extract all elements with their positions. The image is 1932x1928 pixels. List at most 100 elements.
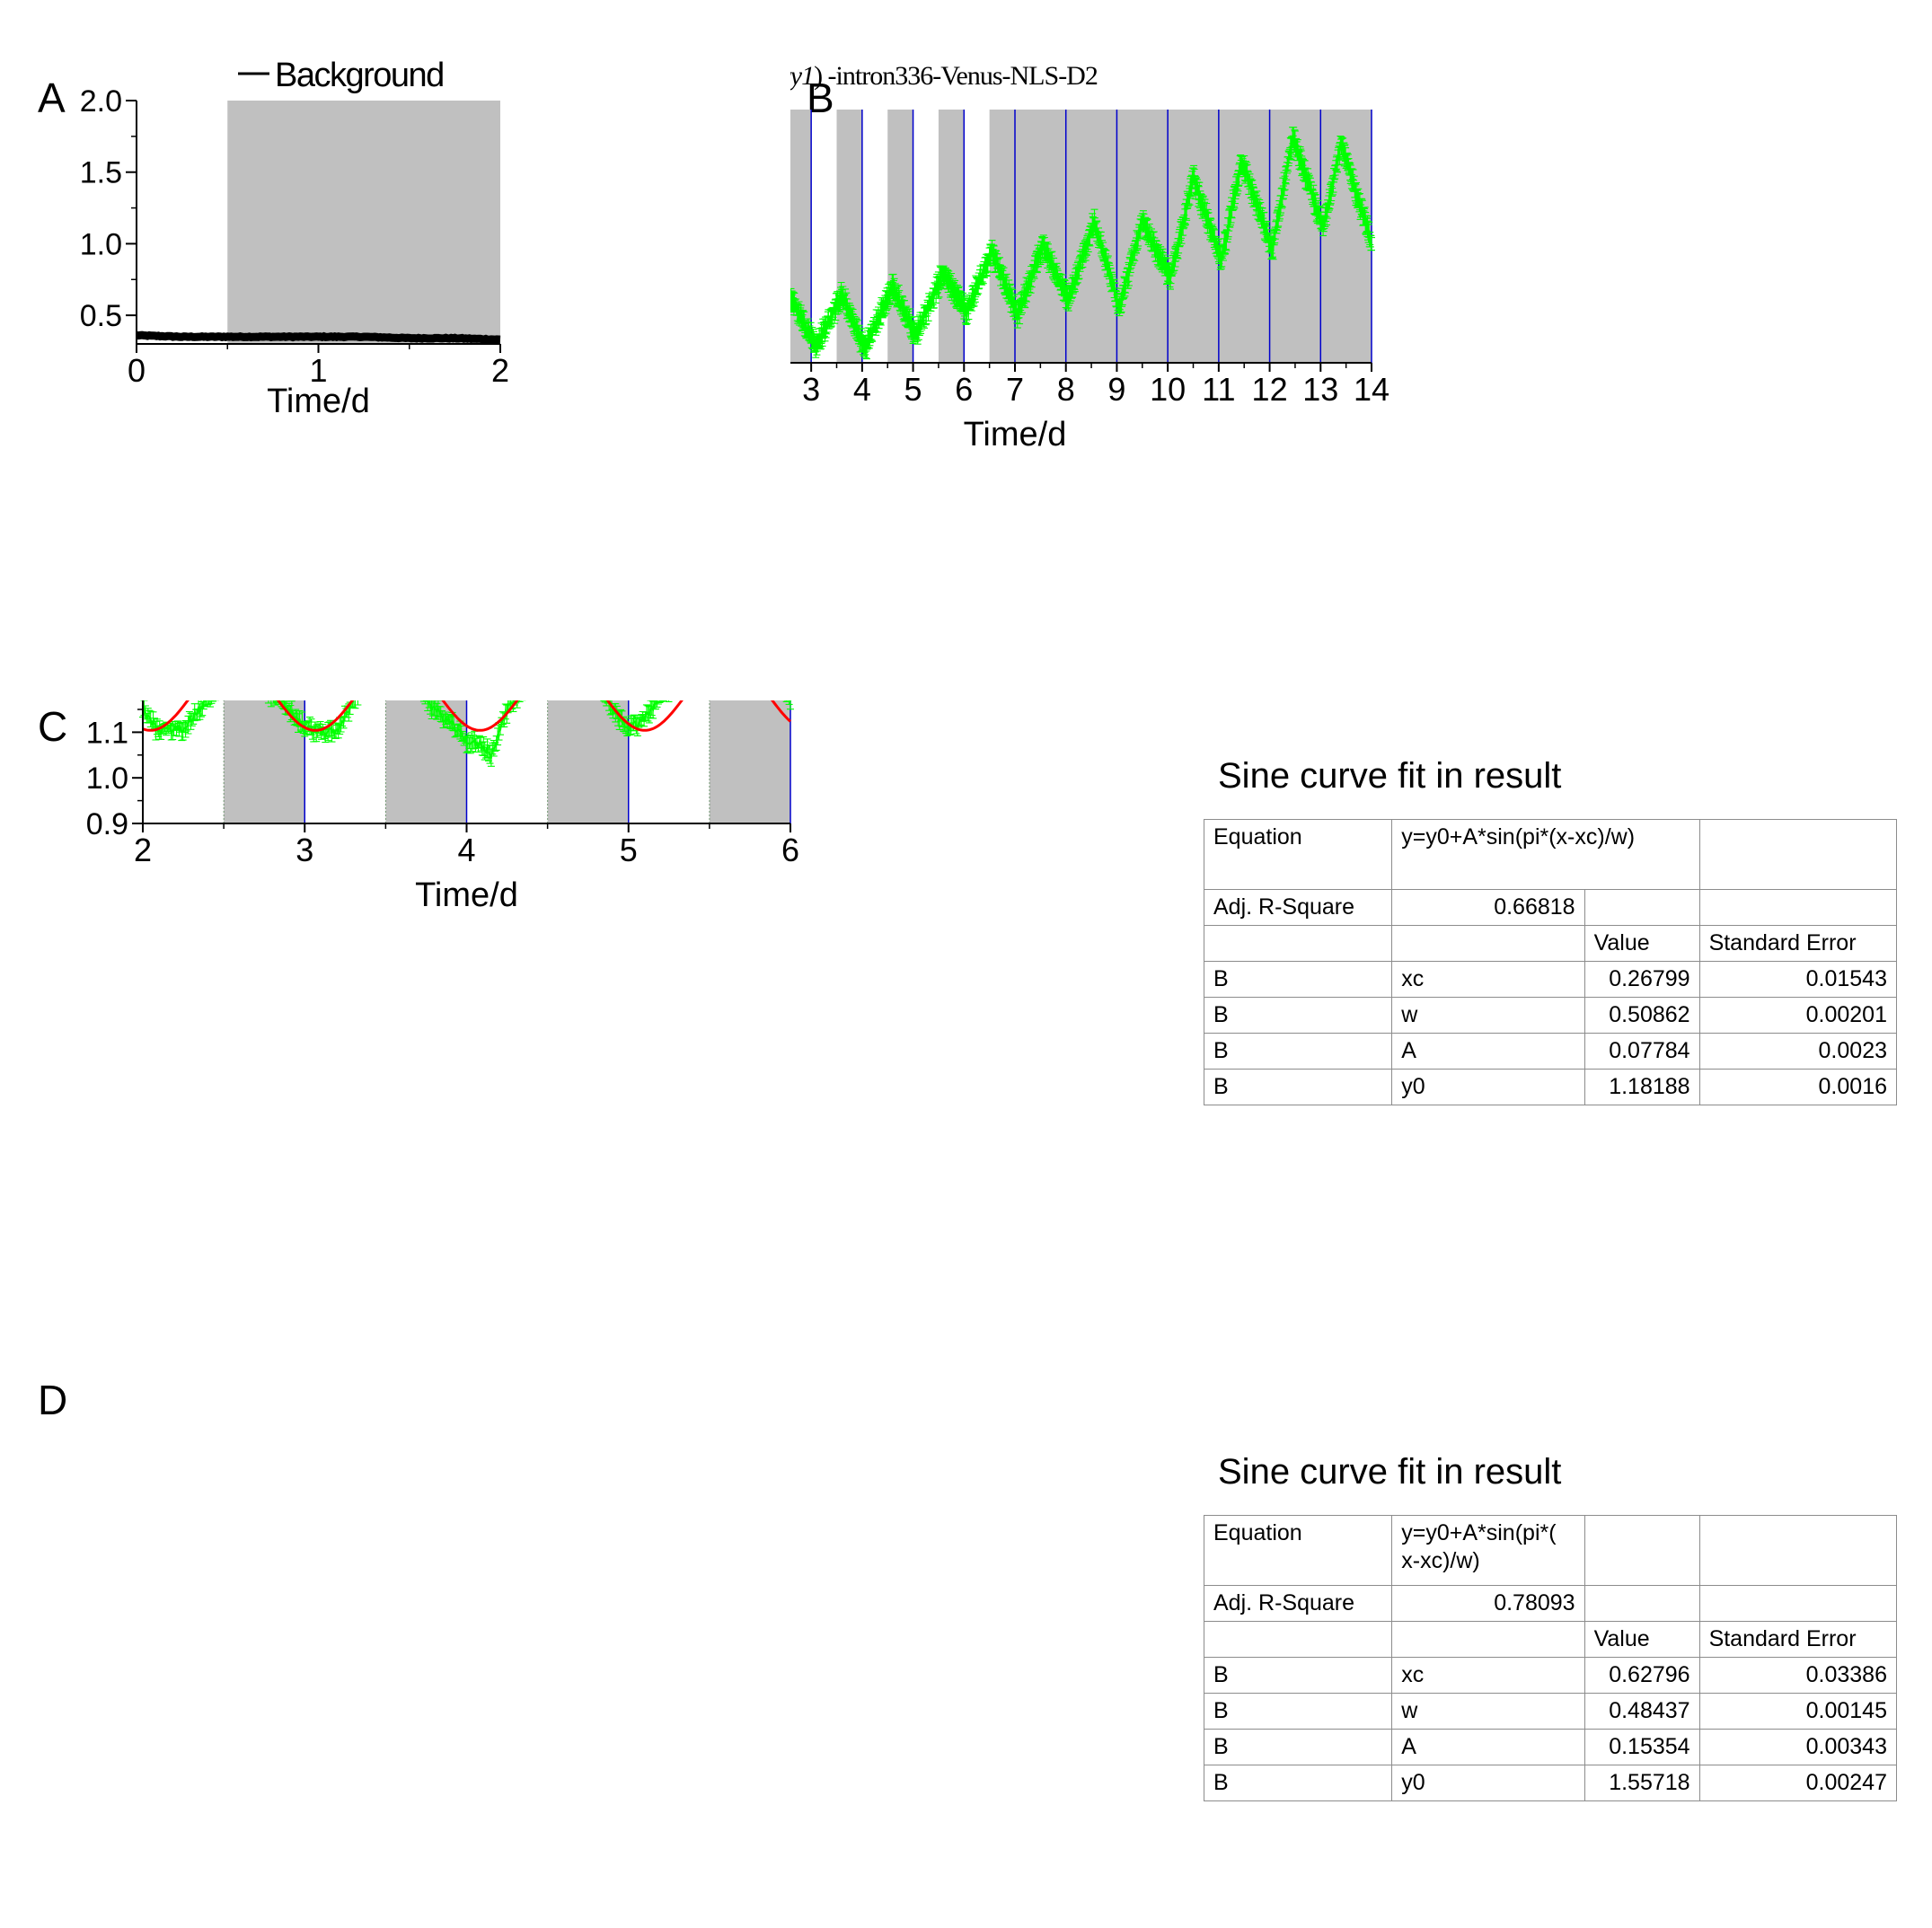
dark-period [227, 101, 500, 344]
sine-fit-curve [142, 700, 791, 732]
se-cell: 0.0016 [1698, 1069, 1898, 1105]
empty-cell [1698, 819, 1898, 890]
x-tick-label: 6 [781, 832, 799, 868]
adj-r-value: 0.78093 [1391, 1585, 1585, 1622]
table-row: B A 0.07784 0.0023 [1203, 1033, 1898, 1070]
legend-label: Background [275, 57, 444, 94]
dark-period [547, 700, 629, 823]
x-tick-label: 9 [1107, 371, 1125, 408]
value-cell: 0.62796 [1584, 1657, 1700, 1694]
empty-cell [1698, 1515, 1898, 1586]
empty-cell [1698, 889, 1898, 926]
value-cell: 0.15354 [1584, 1729, 1700, 1765]
table-row: Adj. R-Square 0.66818 [1203, 889, 1898, 926]
x-tick-label: 13 [1302, 371, 1338, 408]
series-line-venus [143, 700, 790, 762]
series-cell: B [1203, 1069, 1393, 1105]
panel-label-c: C [38, 703, 68, 750]
table-row: B w 0.48437 0.00145 [1203, 1693, 1898, 1730]
se-cell: 0.00343 [1698, 1729, 1898, 1765]
param-cell: w [1391, 997, 1585, 1034]
y-tick-label: 2.0 [80, 84, 122, 119]
empty-cell [1203, 1621, 1393, 1658]
se-cell: 0.03386 [1698, 1657, 1898, 1694]
legend-text-part: ) -intron336-Venus-NLS-D2 [814, 61, 1098, 91]
param-cell: xc [1391, 1657, 1585, 1694]
x-tick-label: 12 [1252, 371, 1288, 408]
y-tick-label: 0.9 [86, 807, 128, 841]
table-row: Adj. R-Square 0.78093 [1203, 1585, 1898, 1622]
equation-value: y=y0+A*sin(pi*(x-xc)/w) [1391, 819, 1700, 890]
x-tick-label: 4 [853, 371, 871, 408]
dark-period [224, 700, 305, 823]
x-tick-label: 4 [457, 832, 475, 868]
param-cell: A [1391, 1729, 1585, 1765]
value-cell: 0.50862 [1584, 997, 1700, 1034]
x-tick-label: 8 [1057, 371, 1075, 408]
legend-label: P (Cry1) -intron336-Venus-NLS-D2 [790, 61, 1098, 91]
adj-r-value: 0.66818 [1391, 889, 1585, 926]
param-cell: y0 [1391, 1765, 1585, 1801]
value-cell: 0.07784 [1584, 1033, 1700, 1070]
empty-cell [1584, 1585, 1700, 1622]
value-cell: 1.18188 [1584, 1069, 1700, 1105]
equation-line-2: x-xc)/w) [1401, 1548, 1480, 1573]
series-cell: B [1203, 1765, 1393, 1801]
dark-period [385, 700, 467, 823]
panel-label-a: A [38, 75, 66, 121]
empty-cell [1391, 1621, 1585, 1658]
series-cell: B [1203, 1033, 1393, 1070]
empty-cell [1391, 925, 1585, 962]
fit-table-c: Equation y=y0+A*sin(pi*(x-xc)/w) Adj. R-… [1203, 819, 1898, 1105]
x-tick-label: 0 [128, 352, 146, 389]
value-cell: 1.55718 [1584, 1765, 1700, 1801]
x-tick-label: 10 [1150, 371, 1186, 408]
value-cell: 0.26799 [1584, 961, 1700, 998]
empty-cell [1584, 1515, 1700, 1586]
x-tick-label: 5 [904, 371, 922, 408]
x-axis-label: Time/d [414, 1401, 517, 1407]
x-tick-label: 3 [296, 832, 313, 868]
x-tick-label: 3 [802, 371, 820, 408]
dark-period [938, 110, 965, 363]
y-tick-label: 1.1 [86, 716, 128, 750]
dark-period [836, 110, 862, 363]
se-cell: 0.00247 [1698, 1765, 1898, 1801]
x-tick-label: 2 [134, 832, 152, 868]
adj-r-label: Adj. R-Square [1203, 1585, 1393, 1622]
dark-period [709, 700, 790, 823]
y-tick-label: 1.0 [80, 227, 122, 261]
table-row: B y0 1.55718 0.00247 [1203, 1765, 1898, 1801]
x-axis-label: Time/d [267, 383, 370, 420]
fit-table-d: Equation y=y0+A*sin(pi*( x-xc)/w) Adj. R… [1203, 1515, 1898, 1801]
table-row: Equation y=y0+A*sin(pi*( x-xc)/w) [1203, 1515, 1898, 1586]
adj-r-label: Adj. R-Square [1203, 889, 1393, 926]
se-cell: 0.00145 [1698, 1693, 1898, 1730]
se-header: Standard Error [1698, 1621, 1898, 1658]
x-tick-label: 14 [1354, 371, 1389, 408]
x-tick-label: 5 [620, 832, 638, 868]
chart-panel-c: 0.91.01.11.21.31.423456Time/dP(Cry1)-int… [86, 700, 799, 914]
chart-panel-b: 1.01.21.41.61.801234567891011121314Time/… [790, 61, 1389, 453]
table-row: B xc 0.62796 0.03386 [1203, 1657, 1898, 1694]
y-tick-label: 1.5 [80, 156, 122, 190]
x-axis-label: Time/d [415, 876, 518, 914]
series-cell: B [1203, 961, 1393, 998]
se-cell: 0.01543 [1698, 961, 1898, 998]
y-tick-label: 1.0 [86, 762, 128, 796]
table-row: B xc 0.26799 0.01543 [1203, 961, 1898, 998]
chart-panel-a: 0.5 1.0 1.5 2.0 0 1 2 Time/d Background [80, 57, 509, 420]
series-line-background [136, 330, 501, 344]
table-row: Value Standard Error [1203, 925, 1898, 962]
param-cell: y0 [1391, 1069, 1585, 1105]
x-tick-label: 2 [491, 352, 509, 389]
fit-title-c: Sine curve fit in result [1218, 756, 1562, 796]
panel-label-d: D [38, 1377, 68, 1423]
equation-line-1: y=y0+A*sin(pi*( [1401, 1520, 1557, 1545]
param-cell: xc [1391, 961, 1585, 998]
table-row: B y0 1.18188 0.0016 [1203, 1069, 1898, 1105]
equation-value: y=y0+A*sin(pi*( x-xc)/w) [1391, 1515, 1585, 1586]
equation-label: Equation [1203, 819, 1393, 890]
table-row: B A 0.15354 0.00343 [1203, 1729, 1898, 1765]
series-cell: B [1203, 1657, 1393, 1694]
